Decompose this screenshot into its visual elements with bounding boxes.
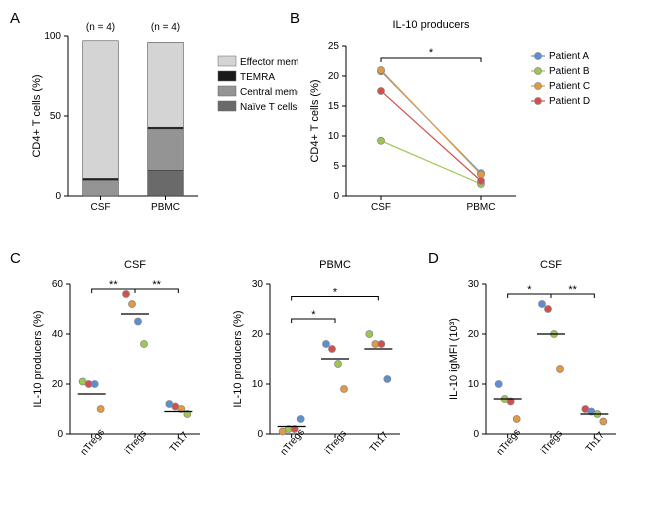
svg-text:Patient B: Patient B bbox=[549, 66, 590, 77]
panel-d-chart: CSF0102030IL-10 igMFI (10³)nTregsiTregsT… bbox=[444, 256, 644, 506]
svg-text:CSF: CSF bbox=[371, 202, 391, 213]
svg-text:**: ** bbox=[568, 284, 577, 296]
svg-text:100: 100 bbox=[44, 31, 61, 42]
svg-text:20: 20 bbox=[52, 379, 64, 390]
svg-text:15: 15 bbox=[328, 101, 340, 112]
svg-text:Naïve T cells: Naïve T cells bbox=[240, 102, 297, 113]
svg-text:10: 10 bbox=[328, 131, 340, 142]
svg-text:PBMC: PBMC bbox=[467, 202, 496, 213]
svg-text:Patient C: Patient C bbox=[549, 81, 590, 92]
svg-text:30: 30 bbox=[252, 279, 264, 290]
svg-text:CSF: CSF bbox=[540, 259, 562, 271]
svg-text:Patient D: Patient D bbox=[549, 96, 590, 107]
panel-a-label: A bbox=[10, 10, 20, 27]
svg-text:IL-10 igMFI (10³): IL-10 igMFI (10³) bbox=[448, 318, 460, 400]
panel-c-pbmc-chart: PBMC0102030IL-10 producers (%)nTregsiTre… bbox=[228, 256, 428, 506]
svg-text:iTregs: iTregs bbox=[123, 428, 149, 456]
panel-c-label: C bbox=[10, 250, 21, 267]
panel-c-csf-chart: CSF 0 20 40 60 IL-10 producers (%) nTregs iTreg… bbox=[28, 256, 228, 506]
figure-container: A 050100CD4+ T cells (%)(n = 4)CSF(n = 4… bbox=[8, 8, 638, 506]
panel-b-chart: IL-10 producers 0 5 10 15 20 25 CD4+ T cells (%… bbox=[306, 16, 636, 236]
panel-d-label: D bbox=[428, 250, 439, 267]
svg-text:40: 40 bbox=[52, 329, 64, 340]
svg-text:IL-10 producers: IL-10 producers bbox=[392, 19, 470, 31]
svg-text:*: * bbox=[527, 284, 532, 296]
svg-text:20: 20 bbox=[328, 71, 340, 82]
svg-text:10: 10 bbox=[252, 379, 264, 390]
svg-text:iTregs: iTregs bbox=[323, 428, 349, 456]
svg-text:25: 25 bbox=[328, 41, 340, 52]
svg-text:IL-10 producers (%): IL-10 producers (%) bbox=[32, 310, 44, 407]
svg-text:CD4+ T cells (%): CD4+ T cells (%) bbox=[31, 74, 43, 157]
svg-text:PBMC: PBMC bbox=[319, 259, 351, 271]
svg-text:IL-10 producers (%): IL-10 producers (%) bbox=[232, 310, 244, 407]
svg-text:nTregs: nTregs bbox=[495, 427, 523, 458]
svg-text:PBMC: PBMC bbox=[151, 202, 180, 213]
svg-text:CSF: CSF bbox=[124, 259, 146, 271]
svg-text:**: ** bbox=[109, 279, 118, 291]
svg-text:20: 20 bbox=[468, 329, 480, 340]
svg-text:*: * bbox=[333, 287, 338, 299]
svg-text:Effector memory: Effector memory bbox=[240, 57, 298, 68]
svg-text:0: 0 bbox=[473, 429, 479, 440]
svg-text:0: 0 bbox=[55, 191, 61, 202]
svg-text:5: 5 bbox=[333, 161, 339, 172]
svg-text:10: 10 bbox=[468, 379, 480, 390]
svg-text:30: 30 bbox=[468, 279, 480, 290]
svg-text:20: 20 bbox=[252, 329, 264, 340]
svg-text:*: * bbox=[429, 47, 434, 59]
svg-text:(n = 4): (n = 4) bbox=[151, 22, 180, 33]
svg-text:iTregs: iTregs bbox=[539, 428, 565, 456]
svg-text:Patient A: Patient A bbox=[549, 51, 589, 62]
svg-text:0: 0 bbox=[57, 429, 63, 440]
svg-text:*: * bbox=[311, 309, 316, 321]
svg-text:0: 0 bbox=[257, 429, 263, 440]
svg-text:nTregs: nTregs bbox=[79, 427, 107, 458]
svg-text:Central memory: Central memory bbox=[240, 87, 298, 98]
svg-text:50: 50 bbox=[50, 111, 62, 122]
svg-text:CD4+ T cells (%): CD4+ T cells (%) bbox=[309, 79, 321, 162]
svg-text:**: ** bbox=[152, 279, 161, 291]
svg-text:60: 60 bbox=[52, 279, 64, 290]
svg-text:TEMRA: TEMRA bbox=[240, 72, 275, 83]
panel-b-label: B bbox=[290, 10, 300, 27]
svg-text:(n = 4): (n = 4) bbox=[86, 22, 115, 33]
svg-text:CSF: CSF bbox=[91, 202, 111, 213]
svg-text:0: 0 bbox=[333, 191, 339, 202]
panel-a-chart: 0 50 100 CD4+ T cells (%) (n = 4) CSF (n = 4) P… bbox=[28, 16, 298, 236]
